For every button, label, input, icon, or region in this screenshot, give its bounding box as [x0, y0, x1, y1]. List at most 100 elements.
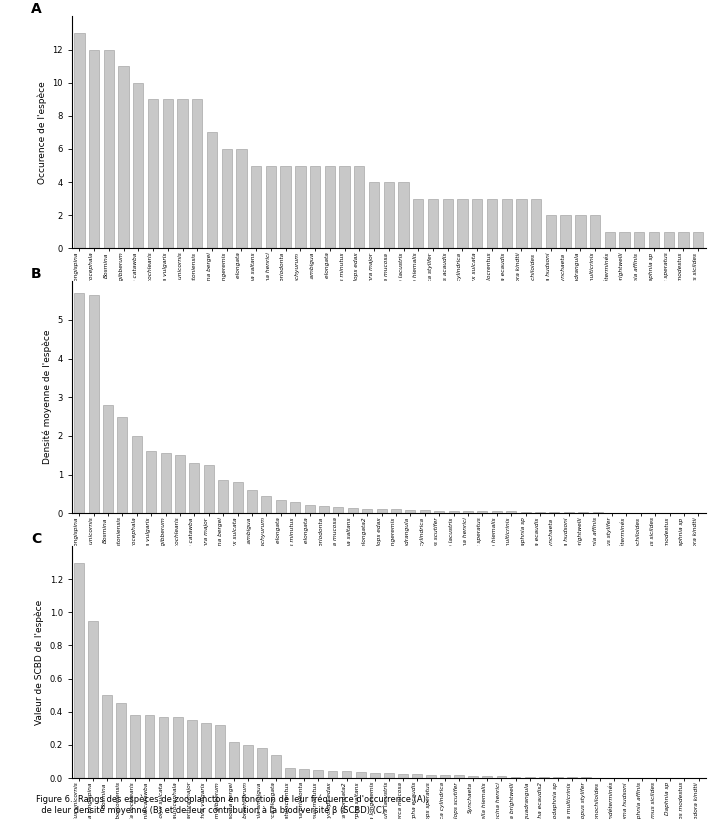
Bar: [578, 512, 588, 514]
Bar: [502, 199, 512, 248]
Bar: [74, 33, 84, 248]
Bar: [477, 511, 487, 514]
Bar: [229, 741, 239, 778]
Bar: [117, 704, 126, 778]
Bar: [546, 215, 556, 248]
Bar: [535, 512, 545, 514]
Bar: [222, 149, 232, 248]
Bar: [146, 451, 156, 514]
Bar: [564, 512, 574, 514]
Bar: [89, 295, 99, 514]
Bar: [341, 771, 351, 778]
Bar: [649, 232, 660, 248]
Y-axis label: Occurence de l'espèce: Occurence de l'espèce: [37, 81, 47, 183]
Bar: [158, 717, 168, 778]
Bar: [487, 199, 497, 248]
Bar: [271, 755, 281, 778]
Bar: [454, 776, 464, 778]
Bar: [333, 507, 343, 514]
Bar: [384, 773, 394, 778]
Bar: [173, 717, 183, 778]
Bar: [118, 66, 129, 248]
Bar: [553, 777, 563, 778]
Bar: [678, 232, 688, 248]
Bar: [472, 199, 482, 248]
Bar: [192, 99, 202, 248]
Bar: [391, 509, 401, 514]
Bar: [377, 509, 387, 514]
Bar: [300, 769, 310, 778]
Bar: [356, 772, 366, 778]
Text: B: B: [31, 267, 42, 281]
Bar: [398, 182, 409, 248]
Text: C: C: [31, 532, 41, 546]
Bar: [521, 512, 531, 514]
Bar: [525, 776, 534, 778]
Bar: [549, 512, 559, 514]
Bar: [74, 563, 84, 778]
Bar: [348, 508, 358, 514]
Bar: [619, 232, 630, 248]
Bar: [261, 495, 271, 514]
Bar: [325, 165, 335, 248]
Bar: [175, 455, 185, 514]
Bar: [664, 232, 674, 248]
Bar: [510, 776, 521, 778]
Bar: [257, 749, 267, 778]
Bar: [354, 165, 364, 248]
Y-axis label: Densité moyenne de l'espèce: Densité moyenne de l'espèce: [42, 330, 52, 464]
Bar: [440, 775, 450, 778]
Bar: [369, 182, 379, 248]
Bar: [148, 99, 158, 248]
Bar: [319, 506, 329, 514]
Bar: [305, 505, 315, 514]
Bar: [233, 482, 243, 514]
Bar: [189, 463, 199, 514]
Bar: [88, 621, 98, 778]
Bar: [204, 465, 214, 514]
Bar: [468, 776, 478, 778]
Bar: [251, 165, 261, 248]
Bar: [163, 99, 173, 248]
Bar: [290, 501, 300, 514]
Bar: [590, 215, 600, 248]
Bar: [218, 481, 228, 514]
Bar: [313, 770, 323, 778]
Bar: [243, 745, 253, 778]
Bar: [133, 83, 143, 248]
Bar: [145, 715, 154, 778]
Bar: [531, 199, 541, 248]
Bar: [177, 99, 188, 248]
Bar: [593, 513, 603, 514]
Bar: [215, 725, 225, 778]
Bar: [362, 509, 372, 514]
Bar: [457, 199, 467, 248]
Bar: [412, 775, 422, 778]
Bar: [89, 49, 99, 248]
Bar: [413, 199, 423, 248]
Bar: [310, 165, 320, 248]
Bar: [492, 511, 502, 514]
Bar: [539, 777, 549, 778]
Bar: [516, 199, 526, 248]
Bar: [605, 232, 615, 248]
Bar: [130, 715, 140, 778]
Bar: [575, 215, 585, 248]
Bar: [186, 720, 197, 778]
Bar: [236, 149, 247, 248]
Bar: [132, 436, 142, 514]
Bar: [463, 511, 473, 514]
Bar: [201, 723, 211, 778]
Bar: [634, 232, 644, 248]
Bar: [434, 510, 444, 514]
Bar: [497, 776, 506, 778]
Bar: [104, 49, 114, 248]
Y-axis label: Valeur de SCBD de l'espèce: Valeur de SCBD de l'espèce: [35, 600, 44, 725]
Bar: [74, 292, 84, 514]
Bar: [560, 215, 571, 248]
Bar: [207, 133, 217, 248]
Bar: [266, 165, 276, 248]
Bar: [398, 774, 408, 778]
Bar: [102, 695, 112, 778]
Bar: [428, 199, 438, 248]
